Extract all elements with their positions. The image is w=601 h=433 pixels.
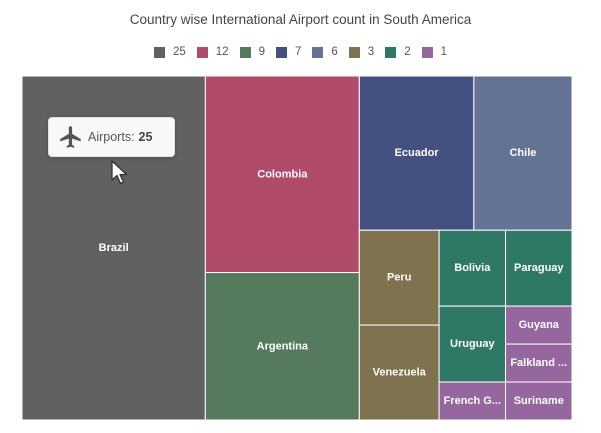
treemap-cell-argentina[interactable]: Argentina (204, 272, 360, 420)
legend-label: 12 (215, 46, 229, 58)
treemap-cell-chile[interactable]: Chile (473, 76, 572, 231)
treemap-cell-ecuador[interactable]: Ecuador (358, 76, 475, 231)
airplane-icon (60, 126, 81, 148)
legend-swatch (153, 46, 165, 58)
treemap-rect[interactable] (438, 305, 507, 383)
legend-label: 6 (331, 46, 338, 58)
legend-item[interactable]: 1 (421, 46, 448, 58)
treemap-rect[interactable] (358, 76, 475, 231)
treemap-label: Chile (509, 147, 536, 159)
legend-swatch (239, 46, 251, 58)
legend-swatch (196, 46, 208, 58)
treemap-rect[interactable] (505, 229, 572, 307)
legend-item[interactable]: 12 (196, 46, 229, 58)
treemap-cell-bolivia[interactable]: Bolivia (438, 229, 507, 307)
legend-swatch (312, 46, 324, 58)
legend-label: 2 (404, 46, 411, 58)
legend-label: 3 (367, 46, 375, 58)
treemap-cell-guyana[interactable]: Guyana (505, 305, 572, 345)
legend-swatch (348, 46, 360, 58)
legend: 25 12 9 7 6 3 2 1 (0, 46, 601, 58)
legend-label: 1 (440, 46, 448, 58)
treemap-rect[interactable] (204, 272, 360, 420)
legend-item[interactable]: 9 (239, 46, 265, 58)
treemap-cell-falkland-islands[interactable]: Falkland ... (505, 343, 572, 383)
treemap-rect[interactable] (358, 229, 440, 326)
treemap-label: Bolivia (454, 262, 491, 274)
tooltip: Airports: 25 (48, 117, 175, 157)
legend-label: 9 (258, 46, 265, 58)
treemap-label: French G... (444, 395, 501, 407)
chart-title: Country wise International Airport count… (129, 12, 472, 27)
legend-item[interactable]: 3 (348, 46, 375, 58)
treemap-cell-french-guiana[interactable]: French G... (438, 381, 507, 420)
treemap-cell-paraguay[interactable]: Paraguay (505, 229, 572, 307)
treemap-label: Uruguay (450, 338, 496, 350)
legend-swatch (275, 46, 287, 58)
treemap-rect[interactable] (505, 381, 572, 420)
treemap-cell-suriname[interactable]: Suriname (505, 381, 572, 420)
treemap-label: Paraguay (514, 262, 564, 274)
tooltip-label: Airports: (88, 130, 135, 144)
treemap-rect[interactable] (438, 229, 507, 307)
legend-swatch (421, 46, 433, 58)
treemap-label: Falkland ... (510, 357, 567, 369)
treemap-rect[interactable] (473, 76, 572, 231)
legend-item[interactable]: 2 (385, 46, 411, 58)
tooltip-value: 25 (138, 130, 153, 144)
treemap-cell-uruguay[interactable]: Uruguay (438, 305, 507, 383)
legend-item[interactable]: 6 (312, 46, 338, 58)
treemap-label: Argentina (257, 340, 309, 352)
treemap-rect[interactable] (505, 305, 572, 345)
treemap-label: Venezuela (373, 367, 427, 379)
treemap-rect[interactable] (358, 324, 440, 420)
treemap-rect[interactable] (438, 381, 507, 420)
treemap-rect[interactable] (505, 343, 572, 383)
treemap-cell-venezuela[interactable]: Venezuela (358, 324, 440, 420)
treemap-label: Ecuador (395, 147, 440, 159)
mouse-pointer-icon (111, 160, 128, 185)
treemap-rect[interactable] (204, 76, 360, 274)
treemap-label: Peru (387, 272, 411, 284)
legend-label: 7 (294, 46, 302, 58)
treemap-cell-colombia[interactable]: Colombia (204, 76, 360, 274)
legend-label: 25 (172, 46, 186, 58)
treemap-label: Suriname (514, 395, 564, 407)
treemap-cell-peru[interactable]: Peru (358, 229, 440, 326)
treemap-label: Colombia (257, 168, 308, 180)
treemap-label: Brazil (99, 242, 129, 254)
legend-item[interactable]: 25 (153, 46, 186, 58)
legend-swatch (385, 46, 397, 58)
treemap-label: Guyana (519, 319, 560, 331)
legend-item[interactable]: 7 (275, 46, 302, 58)
